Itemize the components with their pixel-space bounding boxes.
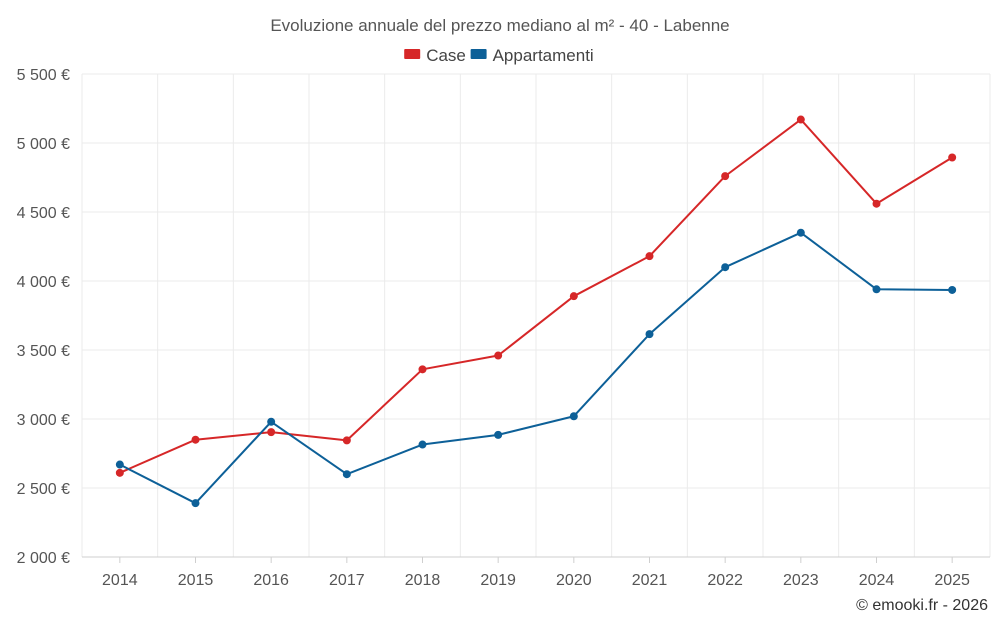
x-tick-label: 2024 [859,572,895,589]
y-tick-label: 3 000 € [17,412,70,429]
grid [81,73,991,557]
series [115,115,957,508]
series-line [119,118,953,474]
y-tick-label: 3 500 € [17,343,70,360]
data-point[interactable] [569,412,578,421]
data-point[interactable] [494,351,503,360]
data-point[interactable] [796,115,805,124]
legend-item-appartamenti[interactable]: Appartamenti [470,46,594,65]
x-tick-label: 2021 [632,572,668,589]
data-point[interactable] [872,285,881,294]
data-point[interactable] [948,285,957,294]
data-point[interactable] [115,468,124,477]
legend-swatch [470,49,487,59]
x-tick-label: 2018 [405,572,441,589]
axes: 2 000 € 2 500 € 3 000 € 3 500 € 4 000 € 4 500… [17,67,990,589]
x-tick-label: 2014 [102,572,138,589]
data-point[interactable] [267,428,276,437]
x-tick-label: 2017 [329,572,365,589]
data-point[interactable] [948,153,957,162]
x-tick-label: 2020 [556,572,592,589]
data-point[interactable] [418,365,427,374]
data-point[interactable] [645,330,654,339]
chart-title: Evoluzione annuale del prezzo mediano al… [270,16,729,35]
y-tick-label: 5 000 € [17,136,70,153]
data-point[interactable] [645,252,654,261]
x-tick-label: 2025 [934,572,970,589]
legend-swatch [404,49,421,59]
data-point[interactable] [342,470,351,479]
data-point[interactable] [872,199,881,208]
series-line [119,231,953,505]
legend-item-case[interactable]: Case [404,46,466,65]
y-tick-label: 2 500 € [17,481,70,498]
data-point[interactable] [267,417,276,426]
legend: Case Appartamenti [404,46,594,65]
data-point[interactable] [342,436,351,445]
legend-label: Case [426,46,466,65]
data-point[interactable] [569,292,578,301]
y-tick-label: 5 500 € [17,67,70,84]
data-point[interactable] [494,430,503,439]
data-point[interactable] [796,228,805,237]
x-tick-label: 2015 [178,572,214,589]
x-tick-label: 2022 [707,572,743,589]
data-point[interactable] [721,263,730,272]
data-point[interactable] [191,499,200,508]
data-point[interactable] [115,460,124,469]
data-point[interactable] [191,435,200,444]
y-tick-label: 4 500 € [17,205,70,222]
series-case [115,115,957,477]
legend-label: Appartamenti [493,46,594,65]
y-tick-label: 4 000 € [17,274,70,291]
y-tick-label: 2 000 € [17,550,70,567]
x-tick-label: 2016 [253,572,289,589]
data-point[interactable] [721,172,730,181]
x-tick-label: 2023 [783,572,819,589]
x-tick-label: 2019 [480,572,516,589]
credit-text: © emooki.fr - 2026 [856,597,988,614]
series-appartamenti [115,228,957,508]
data-point[interactable] [418,440,427,449]
